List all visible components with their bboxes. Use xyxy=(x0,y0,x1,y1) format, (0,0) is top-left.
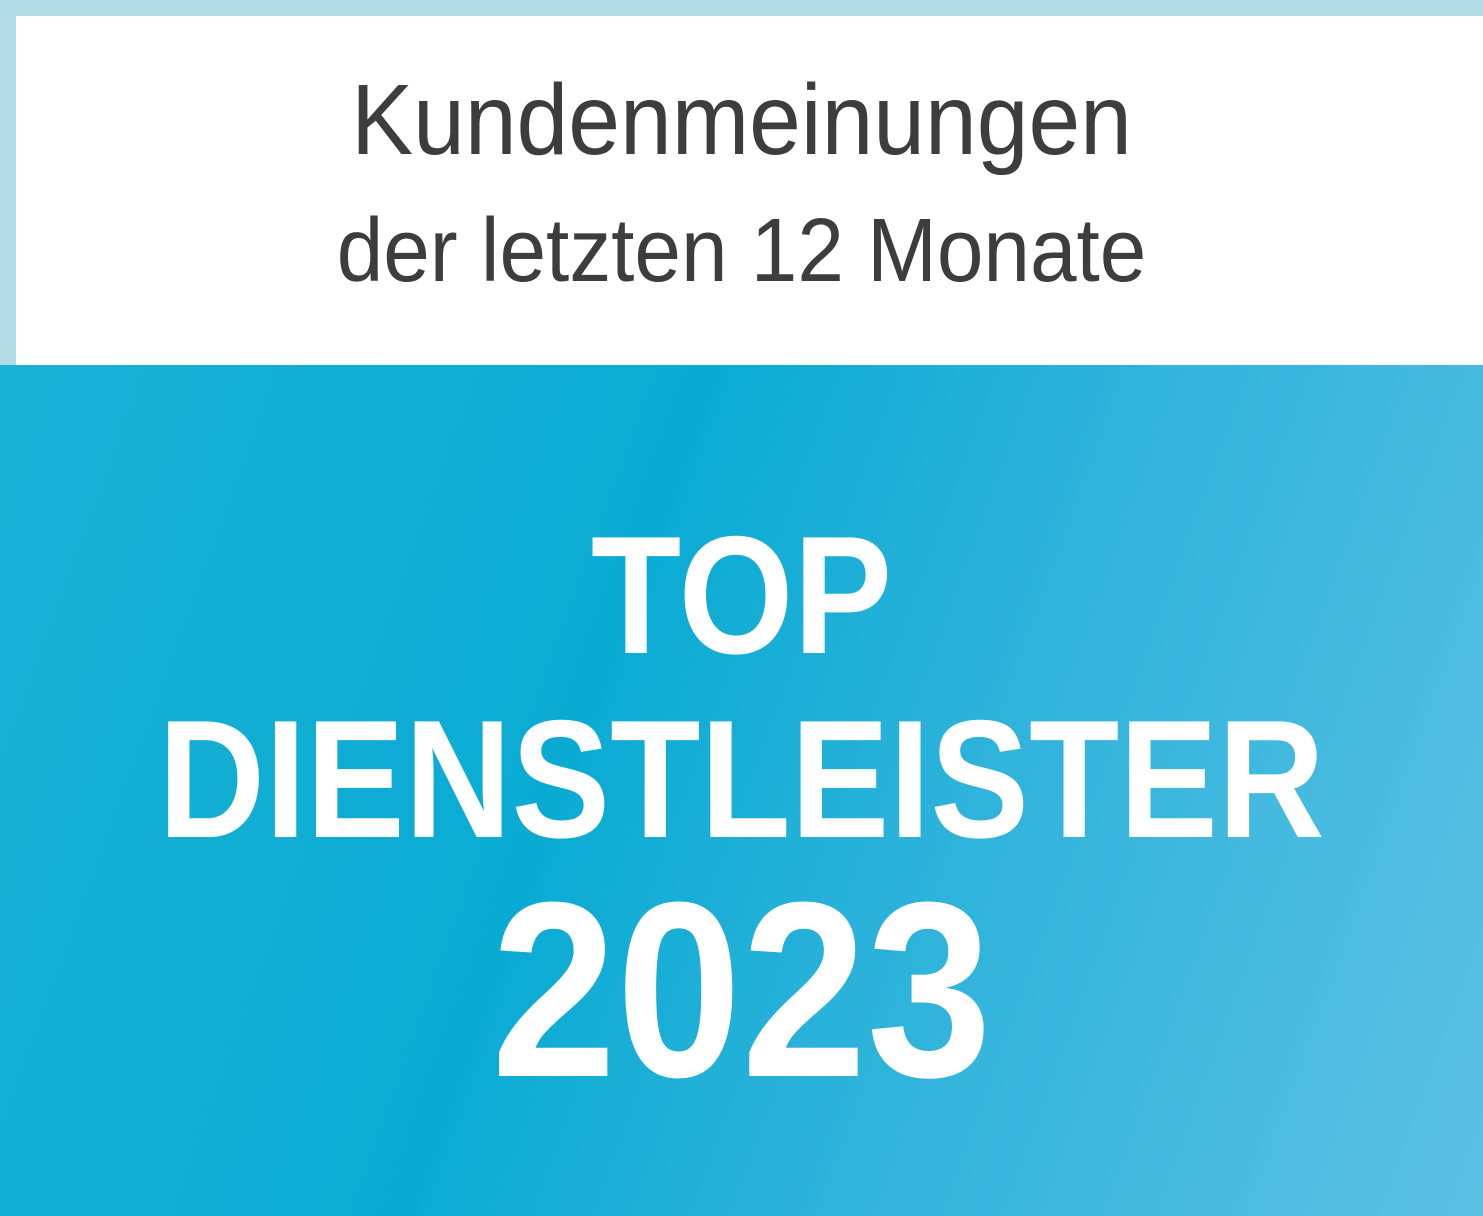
badge-title-dienstleister: DIENSTLEISTER xyxy=(158,685,1325,873)
header-panel xyxy=(16,16,1483,365)
subtitle-line-1: Kundenmeinungen xyxy=(351,64,1132,176)
subtitle-line-2: der letzten 12 Monate xyxy=(336,201,1147,301)
badge-title-top: TOP xyxy=(590,501,893,689)
badge-panel xyxy=(0,365,1483,1216)
badge-year: 2023 xyxy=(491,850,992,1129)
